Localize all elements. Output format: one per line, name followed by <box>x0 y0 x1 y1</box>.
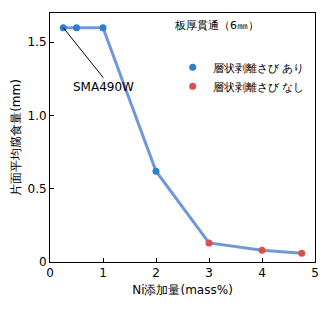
svg-text:0: 0 <box>46 266 54 280</box>
svg-text:0: 0 <box>39 255 47 269</box>
svg-text:4: 4 <box>258 266 266 280</box>
svg-text:Ni添加量(mass%): Ni添加量(mass%) <box>132 283 233 297</box>
svg-text:層状剥離さび なし: 層状剥離さび なし <box>213 81 305 94</box>
svg-text:板厚貫通（6㎜）: 板厚貫通（6㎜） <box>174 19 259 32</box>
svg-text:2: 2 <box>152 266 160 280</box>
svg-text:1.0: 1.0 <box>28 109 47 123</box>
svg-text:3: 3 <box>205 266 213 280</box>
svg-text:5: 5 <box>311 266 319 280</box>
svg-text:1: 1 <box>99 266 107 280</box>
svg-text:SMA490W: SMA490W <box>73 80 134 94</box>
svg-text:0.5: 0.5 <box>28 182 47 196</box>
svg-text:1.5: 1.5 <box>28 35 47 49</box>
svg-text:片面平均腐食量(mm): 片面平均腐食量(mm) <box>9 79 23 196</box>
svg-text:層状剥離さび あり: 層状剥離さび あり <box>213 62 305 75</box>
